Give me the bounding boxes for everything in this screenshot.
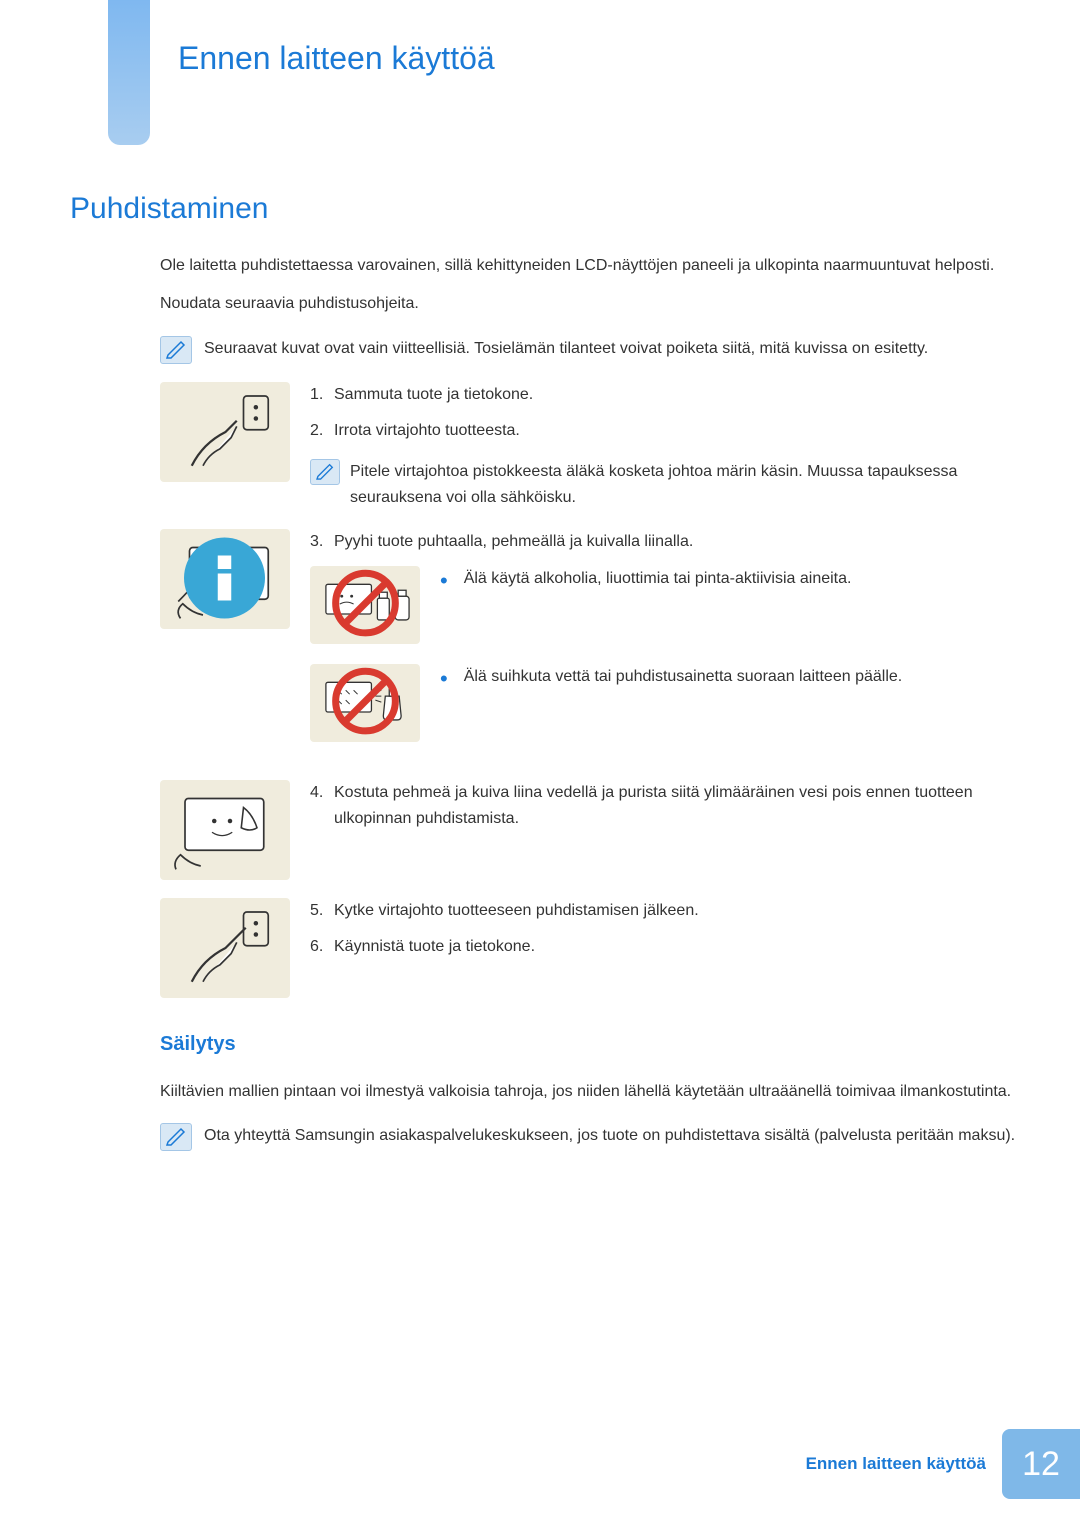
footer-section-label: Ennen laitteen käyttöä [806,1454,986,1474]
illustration-unplug [160,382,290,482]
illustration-no-chemicals [310,566,420,644]
step-text-3: Pyyhi tuote puhtaalla, pehmeällä ja kuiv… [334,529,1030,555]
bullet-no-spray: • Älä suihkuta vettä tai puhdistusainett… [310,664,1030,742]
step-text-6: Käynnistä tuote ja tietokone. [334,934,1030,960]
step-number-2: 2. [310,418,334,444]
step-block-3: 3.Pyyhi tuote puhtaalla, pehmeällä ja ku… [160,529,1030,761]
pencil-note-icon [310,459,340,485]
page-footer: Ennen laitteen käyttöä 12 [806,1429,1080,1499]
step-text-5: Kytke virtajohto tuotteeseen puhdistamis… [334,898,1030,924]
storage-paragraph: Kiiltävien mallien pintaan voi ilmestyä … [160,1079,1030,1105]
subheading-storage: Säilytys [160,1028,1030,1061]
step-number-6: 6. [310,934,334,960]
note-reference-images: Seuraavat kuvat ovat vain viitteellisiä.… [160,336,1030,364]
intro-paragraph-1: Ole laitetta puhdistettaessa varovainen,… [160,253,1030,279]
bullet-text-no-spray: Älä suihkuta vettä tai puhdistusainetta … [464,664,903,690]
main-content: Ole laitetta puhdistettaessa varovainen,… [160,253,1030,1169]
page-number: 12 [1002,1429,1080,1499]
note-text-service: Ota yhteyttä Samsungin asiakaspalvelukes… [204,1123,1030,1149]
document-title: Ennen laitteen käyttöä [178,40,495,77]
note-text: Seuraavat kuvat ovat vain viitteellisiä.… [204,336,1030,362]
step-block-4: 4.Kostuta pehmeä ja kuiva liina vedellä … [160,780,1030,880]
bullet-dot-icon: • [440,570,448,592]
bullet-no-alcohol: • Älä käytä alkoholia, liuottimia tai pi… [310,566,1030,644]
step-block-5-6: 5.Kytke virtajohto tuotteeseen puhdistam… [160,898,1030,998]
step-number-5: 5. [310,898,334,924]
illustration-plug-in [160,898,290,998]
illustration-damp-cloth [160,780,290,880]
illustration-no-spray [310,664,420,742]
intro-paragraph-2: Noudata seuraavia puhdistusohjeita. [160,291,1030,317]
step-block-1-2: 1.Sammuta tuote ja tietokone. 2.Irrota v… [160,382,1030,512]
pencil-note-icon [160,336,192,364]
step-number-3: 3. [310,529,334,555]
note-service: Ota yhteyttä Samsungin asiakaspalvelukes… [160,1123,1030,1151]
step-text-4: Kostuta pehmeä ja kuiva liina vedellä ja… [334,780,1030,833]
pencil-note-icon [160,1123,192,1151]
step-text-2: Irrota virtajohto tuotteesta. [334,418,1030,444]
page-tab-decoration [108,0,150,145]
section-title-cleaning: Puhdistaminen [70,192,268,226]
step-text-1: Sammuta tuote ja tietokone. [334,382,1030,408]
illustration-wipe-screen [160,529,290,629]
sub-note-text: Pitele virtajohtoa pistokkeesta äläkä ko… [350,459,1030,512]
bullet-dot-icon: • [440,668,448,690]
sub-note-cord-warning: Pitele virtajohtoa pistokkeesta äläkä ko… [310,459,1030,512]
step-number-1: 1. [310,382,334,408]
bullet-text-no-alcohol: Älä käytä alkoholia, liuottimia tai pint… [464,566,852,592]
step-number-4: 4. [310,780,334,833]
